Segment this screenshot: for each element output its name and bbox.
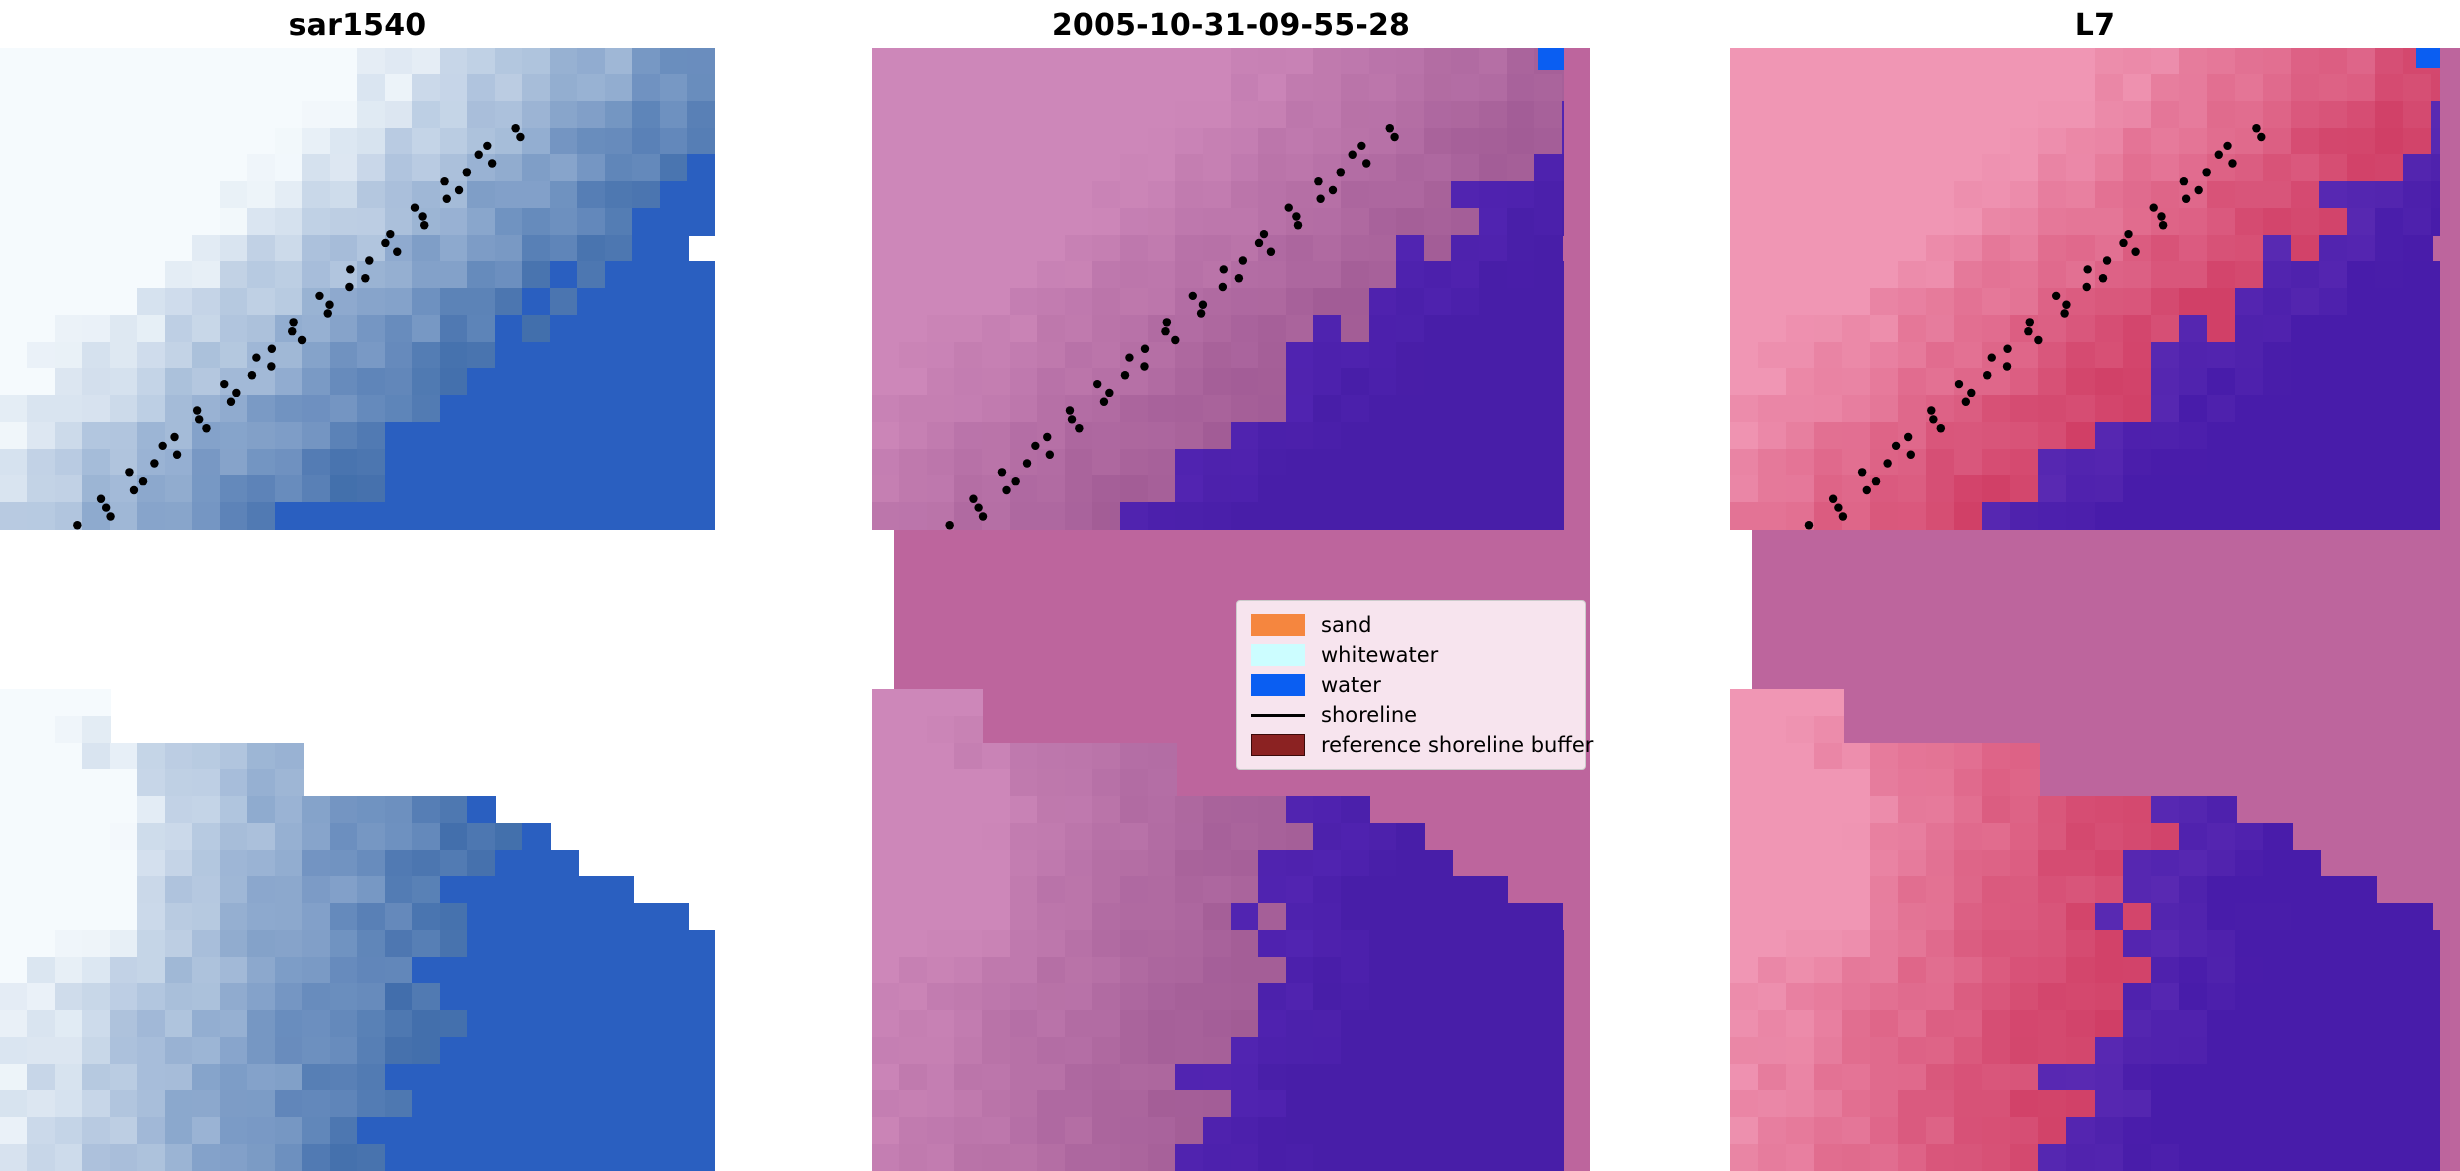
legend-label-shoreline: shoreline [1321, 703, 1418, 727]
axes-sar1540 [0, 48, 715, 1171]
panel-classified: 2005-10-31-09-55-28 [872, 0, 1590, 1171]
panel-title-l7: L7 [2074, 8, 2116, 43]
legend-item-water: water [1251, 670, 1573, 700]
panel-l7: L7 [1730, 0, 2460, 1171]
legend-swatch-water-icon [1251, 674, 1305, 696]
legend-swatch-shoreline-icon [1251, 704, 1305, 726]
panel-title-sar1540: sar1540 [288, 8, 427, 43]
legend-label-water: water [1321, 673, 1381, 697]
panel-title-classified: 2005-10-31-09-55-28 [1051, 8, 1411, 43]
raster-image-sar1540 [0, 48, 715, 1171]
legend-label-reference-shoreline-buffer: reference shoreline buffer [1321, 733, 1594, 757]
legend-swatch-whitewater-icon [1251, 644, 1305, 666]
legend-item-reference-shoreline-buffer: reference shoreline buffer [1251, 730, 1593, 760]
legend-item-whitewater: whitewater [1251, 640, 1573, 670]
raster-image-l7 [1730, 48, 2460, 1171]
axes-l7 [1730, 48, 2460, 1171]
legend-swatch-reference-buffer-icon [1251, 734, 1305, 756]
legend: sand whitewater water shoreline referenc… [1236, 600, 1593, 770]
legend-swatch-sand-icon [1251, 614, 1305, 636]
legend-item-shoreline: shoreline [1251, 700, 1573, 730]
panel-sar1540: sar1540 [0, 0, 715, 1171]
legend-label-sand: sand [1321, 613, 1372, 637]
legend-item-sand: sand [1251, 610, 1573, 640]
legend-label-whitewater: whitewater [1321, 643, 1439, 667]
